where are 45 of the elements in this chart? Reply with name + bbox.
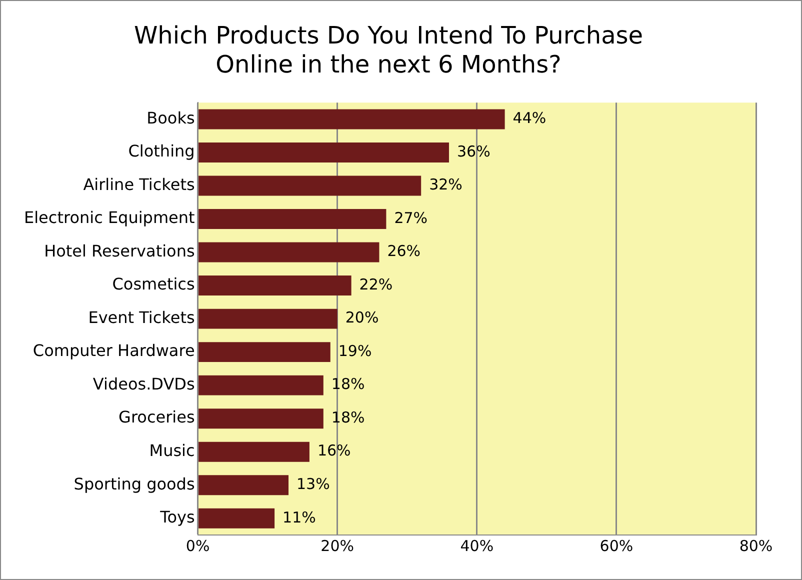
- x-tick-label: 20%: [320, 536, 354, 555]
- bar: [198, 308, 338, 329]
- data-label: 44%: [512, 109, 546, 128]
- data-label: 19%: [338, 342, 372, 360]
- y-tick-label: Cosmetics: [112, 274, 195, 294]
- y-tick-label: Electronic Equipment: [24, 208, 195, 228]
- bar: [198, 475, 289, 496]
- data-label: 13%: [296, 475, 330, 493]
- data-label: 16%: [317, 442, 351, 460]
- bar: [198, 508, 275, 528]
- x-tick-label: 0%: [186, 536, 210, 555]
- bar: [198, 142, 449, 162]
- y-tick-label: Music: [149, 441, 195, 460]
- y-tick-label: Computer Hardware: [32, 341, 195, 360]
- y-tick-label: Books: [146, 108, 195, 128]
- data-label: 26%: [387, 242, 421, 260]
- y-tick-label: Event Tickets: [88, 308, 195, 327]
- data-label: 18%: [331, 375, 365, 394]
- data-label: 18%: [331, 408, 365, 426]
- bar: [198, 109, 505, 130]
- y-tick-label: Clothing: [128, 142, 195, 161]
- x-tick-label: 40%: [460, 536, 494, 555]
- y-tick-label: Toys: [159, 508, 195, 527]
- data-label: 36%: [456, 142, 490, 160]
- y-tick-label: Videos.DVDs: [92, 374, 195, 394]
- bar: [198, 209, 386, 229]
- data-label: 11%: [282, 508, 316, 526]
- bar: [198, 276, 352, 296]
- y-tick-label: Sporting goods: [74, 474, 195, 494]
- y-tick-label: Hotel Reservations: [44, 241, 195, 260]
- bar: [198, 342, 330, 362]
- data-label: 22%: [359, 275, 393, 294]
- bar: [198, 408, 324, 429]
- data-label: 27%: [394, 208, 428, 227]
- y-tick-label: Airline Tickets: [83, 174, 195, 194]
- bar: [198, 375, 324, 396]
- chart-title: Which Products Do You Intend To Purchase Online in the next 6 Months?: [134, 22, 644, 78]
- data-label: 20%: [345, 308, 379, 327]
- data-label: 32%: [429, 176, 462, 194]
- y-tick-label: Groceries: [118, 408, 195, 427]
- x-tick-label: 80%: [739, 536, 773, 555]
- bar: [198, 442, 310, 462]
- x-tick-label: 60%: [600, 536, 634, 555]
- bar: [198, 176, 422, 196]
- bar: [198, 242, 380, 262]
